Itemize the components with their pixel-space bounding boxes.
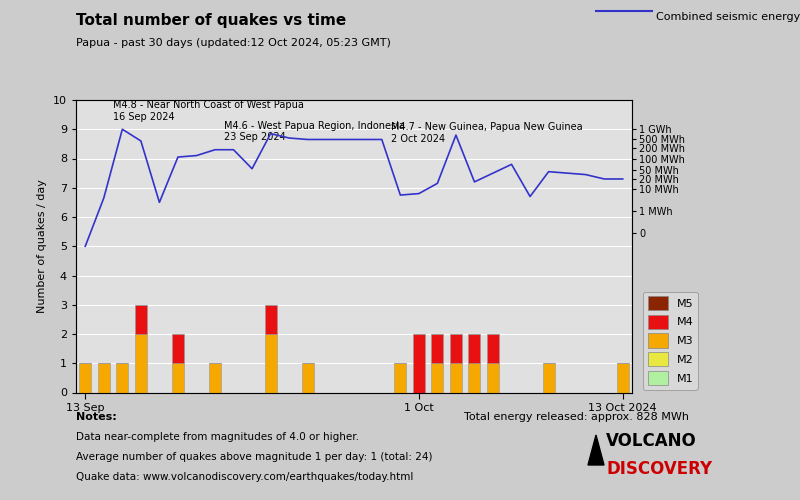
Text: Total number of quakes vs time: Total number of quakes vs time [76,12,346,28]
Text: Notes:: Notes: [76,412,117,422]
Text: Average number of quakes above magnitude 1 per day: 1 (total: 24): Average number of quakes above magnitude… [76,452,433,462]
Bar [98,363,110,392]
Text: Total energy released: approx. 828 MWh: Total energy released: approx. 828 MWh [464,412,689,422]
Bar [431,334,443,363]
Bar [135,305,147,334]
Y-axis label: Number of quakes / day: Number of quakes / day [38,180,47,313]
Text: Papua - past 30 days (updated:12 Oct 2024, 05:23 GMT): Papua - past 30 days (updated:12 Oct 202… [76,38,391,48]
Bar [617,363,629,392]
Text: Quake data: www.volcanodiscovery.com/earthquakes/today.html: Quake data: www.volcanodiscovery.com/ear… [76,472,414,482]
Bar [469,363,481,392]
Bar [172,334,184,363]
Legend: M5, M4, M3, M2, M1: M5, M4, M3, M2, M1 [643,292,698,390]
Bar [265,334,277,392]
Bar [450,334,462,363]
Bar [79,363,91,392]
Text: M4.6 - West Papua Region, Indonesia
23 Sep 2024: M4.6 - West Papua Region, Indonesia 23 S… [224,121,405,142]
Text: M4.8 - Near North Coast of West Papua
16 Sep 2024: M4.8 - Near North Coast of West Papua 16… [113,100,304,122]
Bar [394,363,406,392]
Bar [172,363,184,392]
Text: Combined seismic energy: Combined seismic energy [656,12,800,22]
Bar [209,363,221,392]
Bar [450,363,462,392]
Bar [542,363,554,392]
Bar [135,334,147,392]
Bar [487,334,499,363]
Text: VOLCANO: VOLCANO [606,432,697,450]
Text: M4.7 - New Guinea, Papua New Guinea
2 Oct 2024: M4.7 - New Guinea, Papua New Guinea 2 Oc… [391,122,582,144]
Bar [431,363,443,392]
Bar [302,363,314,392]
Bar [487,363,499,392]
Bar [265,305,277,334]
Bar [413,334,425,392]
Bar [469,334,481,363]
Text: Data near-complete from magnitudes of 4.0 or higher.: Data near-complete from magnitudes of 4.… [76,432,359,442]
Bar [116,363,128,392]
Text: DISCOVERY: DISCOVERY [606,460,713,478]
